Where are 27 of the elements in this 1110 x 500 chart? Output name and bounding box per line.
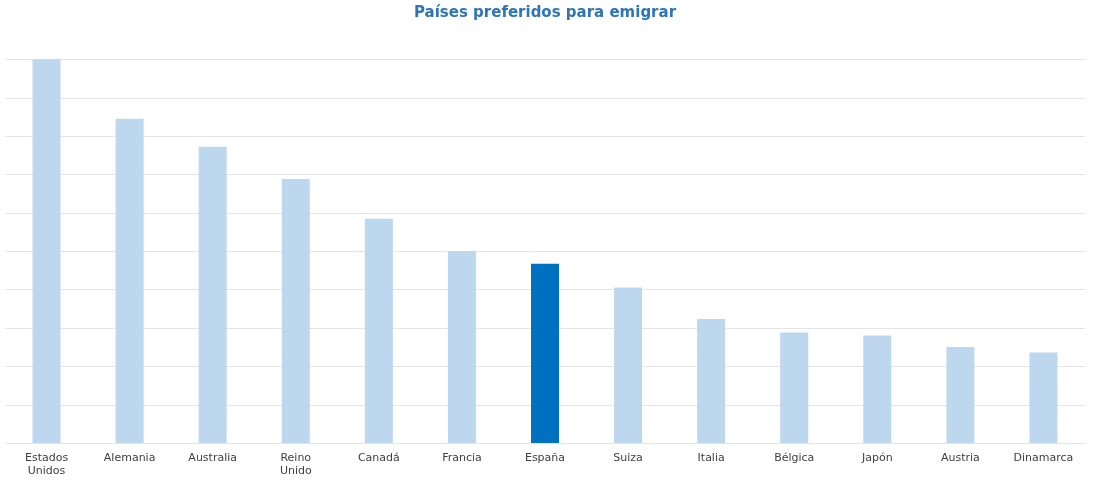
x-tick-label: Austria	[940, 450, 980, 464]
bar	[780, 332, 809, 443]
bar	[115, 118, 144, 443]
x-tick-label: Italia	[697, 450, 725, 464]
bar	[531, 263, 559, 443]
bar	[614, 287, 643, 443]
x-tick-label: España	[524, 450, 566, 464]
bar	[198, 146, 227, 443]
chart-title: Países preferidos para emigrar	[413, 3, 677, 21]
bar	[447, 251, 476, 443]
x-tick-label: Canadá	[357, 450, 400, 464]
bar	[1029, 352, 1058, 443]
bar	[32, 59, 61, 443]
x-tick-label: Alemania	[103, 450, 156, 464]
bar	[697, 319, 726, 443]
bar	[281, 178, 310, 443]
bar	[946, 347, 975, 443]
x-tick-label: Francia	[442, 450, 482, 464]
x-tick-label: Australia	[188, 450, 238, 464]
x-tick-label: Reino Unido	[279, 450, 312, 477]
x-tick-label: Estados Unidos	[24, 450, 69, 477]
x-tick-label: Dinamarca	[1013, 450, 1074, 464]
x-tick-label: Suiza	[613, 450, 643, 464]
x-tick-label: Bélgica	[774, 450, 815, 464]
bar	[364, 218, 393, 443]
x-tick-label: Japón	[860, 450, 893, 464]
bar	[863, 335, 892, 443]
